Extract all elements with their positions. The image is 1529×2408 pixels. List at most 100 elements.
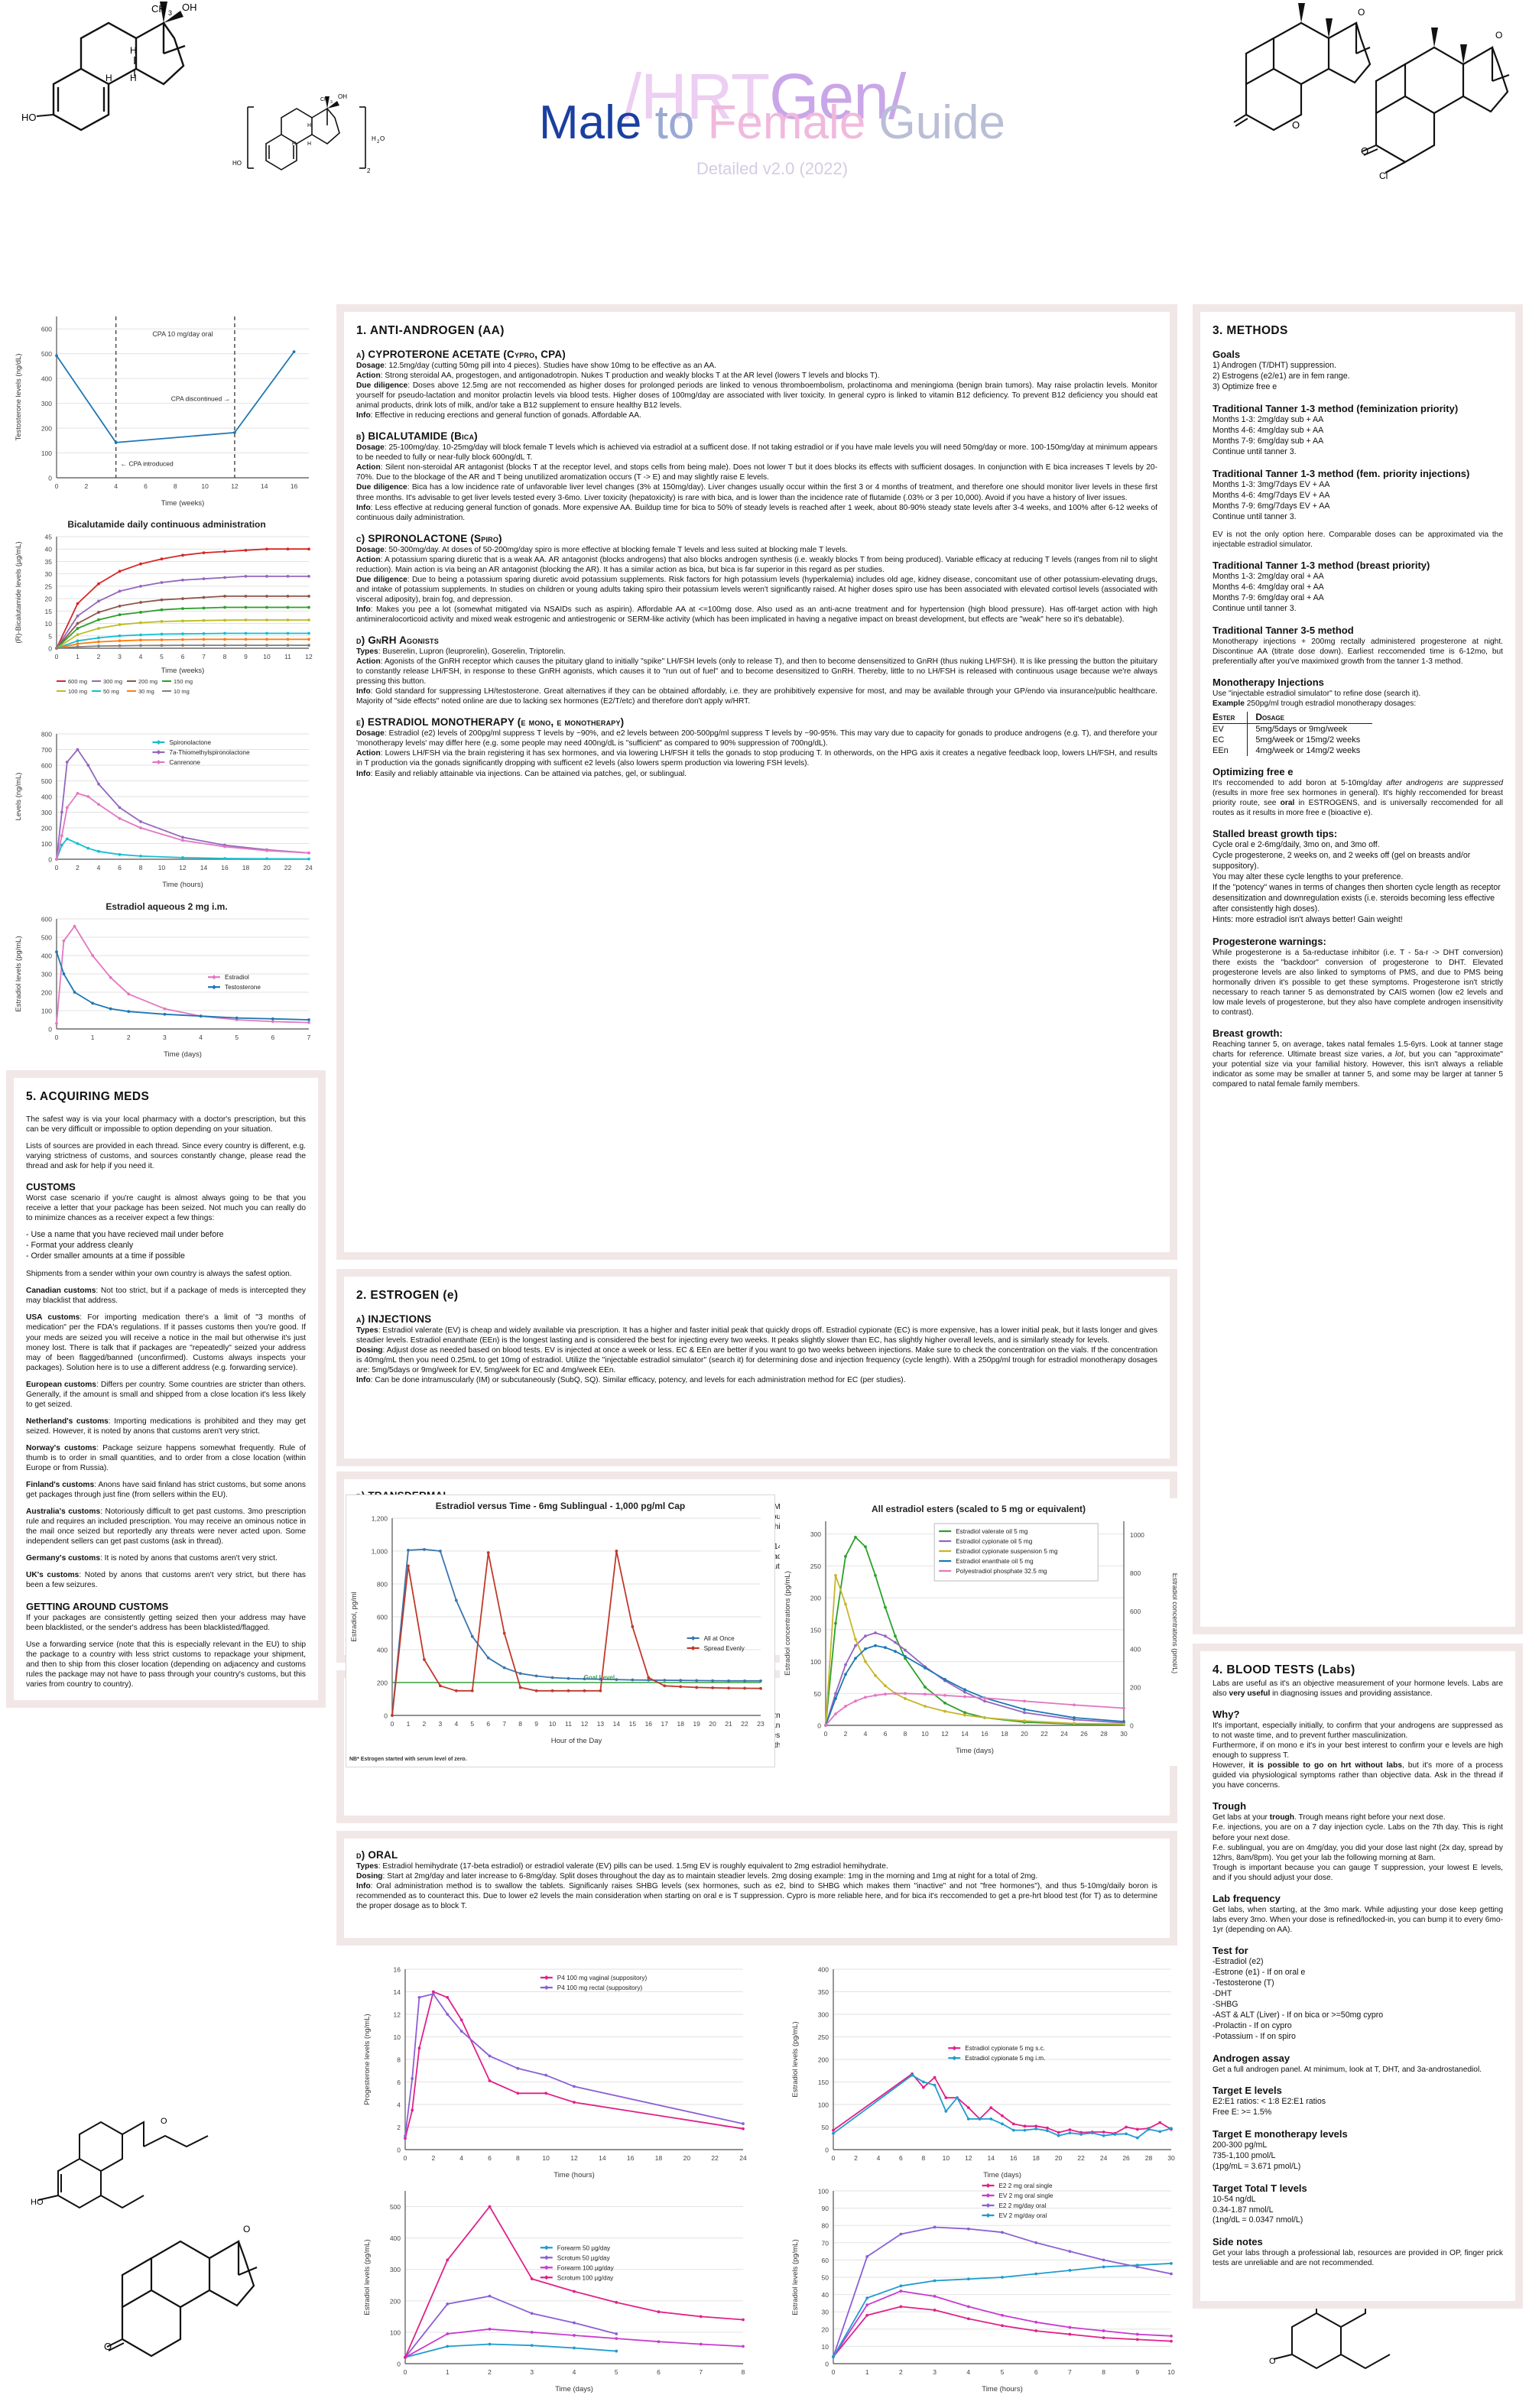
svg-text:200 mg: 200 mg xyxy=(138,678,157,685)
cell-dosage: 5mg/week or 15mg/2 weeks xyxy=(1247,734,1373,745)
label-dosage: Dosage xyxy=(356,443,385,453)
trough-1: Get labs at your trough. Trough means ri… xyxy=(1212,1812,1503,1822)
svg-text:26: 26 xyxy=(1080,1730,1088,1738)
svg-text:O: O xyxy=(380,135,385,142)
cypro-dd-text: Doses above 12.5mg are not reccomended a… xyxy=(356,381,1157,411)
svg-text:Estradiol: Estradiol xyxy=(225,974,249,981)
svg-text:800: 800 xyxy=(1130,1569,1141,1577)
svg-text:16: 16 xyxy=(627,2154,635,2162)
svg-text:Progesterone levels (ng/mL): Progesterone levels (ng/mL) xyxy=(363,2014,372,2105)
why3-part-2: , but it's more of a process guided via … xyxy=(1212,1761,1504,1790)
svg-text:← CPA introduced: ← CPA introduced xyxy=(120,459,174,467)
gnrh-info-text: Gold standard for suppressing LH/testost… xyxy=(356,687,1157,706)
svg-text:10: 10 xyxy=(394,2033,401,2041)
svg-text:200: 200 xyxy=(810,1595,821,1602)
svg-text:500: 500 xyxy=(41,777,52,785)
label-types: Types xyxy=(356,1862,378,1871)
svg-text:8: 8 xyxy=(397,2056,401,2064)
subsection-bicalutamide-title: b) BICALUTAMIDE (Bica) xyxy=(356,430,478,443)
list-item: (1pg/mL = 3.671 pmol/L) xyxy=(1212,2161,1301,2171)
country-text: : Package seizure happens somewhat frequ… xyxy=(26,1443,306,1473)
svg-text:20: 20 xyxy=(822,2325,829,2333)
svg-text:4: 4 xyxy=(397,2101,401,2109)
trough1-part-2: . Trough means right before your next do… xyxy=(1294,1813,1446,1822)
svg-text:22: 22 xyxy=(284,864,292,871)
bica-action: Action: Silent non-steroidal AR antagoni… xyxy=(356,463,1157,482)
section-estrogen-oral: d) ORAL Types: Estradiol hemihydrate (17… xyxy=(336,1831,1177,1946)
svg-text:14: 14 xyxy=(988,2154,995,2162)
svg-text:Goal Level: Goal Level xyxy=(584,1674,615,1681)
emono-info-text: Easily and reliably attainable via injec… xyxy=(375,769,687,778)
oral-dosing: Dosing: Start at 2mg/day and later incre… xyxy=(356,1872,1038,1881)
svg-text:O: O xyxy=(1358,7,1365,18)
svg-text:14: 14 xyxy=(394,1988,401,1996)
list-item: Cycle oral e 2-6mg/daily, 3mo on, and 3m… xyxy=(1212,840,1380,850)
subtitle-to: to xyxy=(641,96,708,149)
optimizing-free-e-body: It's reccomended to add boron at 5-10mg/… xyxy=(1212,778,1503,818)
spiro-info: Info: Makes you pee a lot (somewhat miti… xyxy=(356,605,1157,624)
svg-text:0: 0 xyxy=(55,653,59,660)
svg-text:9: 9 xyxy=(1135,2368,1139,2376)
list-item: - Use a name that you have recieved mail… xyxy=(26,1230,224,1240)
ester-dosage-table: Ester Dosage EV 5mg/5days or 9mg/week EC… xyxy=(1212,711,1373,756)
svg-text:5: 5 xyxy=(1001,2368,1005,2376)
svg-text:All at Once: All at Once xyxy=(704,1635,735,1642)
breast-part-italic: a lot xyxy=(1388,1050,1404,1060)
label-action: Action xyxy=(356,555,381,564)
svg-text:300: 300 xyxy=(818,2011,829,2019)
country-customs-item: USA customs: For importing medication th… xyxy=(26,1313,306,1372)
svg-text:1: 1 xyxy=(407,1720,411,1728)
svg-text:300 mg: 300 mg xyxy=(103,678,122,685)
country-name: Germany's customs xyxy=(26,1554,100,1563)
svg-text:23: 23 xyxy=(757,1720,764,1728)
svg-text:11: 11 xyxy=(284,653,291,660)
svg-text:14: 14 xyxy=(261,482,268,490)
section4-heading: 4. BLOOD TESTS (Labs) xyxy=(1212,1663,1355,1676)
svg-text:All estradiol esters (scaled t: All estradiol esters (scaled to 5 mg or … xyxy=(872,1504,1086,1514)
inj-types-text: Estradiol valerate (EV) is cheap and wid… xyxy=(356,1326,1157,1345)
svg-text:18: 18 xyxy=(655,2154,663,2162)
spiro-info-text: Makes you pee a lot (somewhat mitigated … xyxy=(356,605,1157,624)
svg-text:5: 5 xyxy=(235,1034,239,1041)
emono-action-text: Lowers LH/FSH via the brain registering … xyxy=(356,749,1157,768)
svg-text:21: 21 xyxy=(725,1720,732,1728)
list-item: Months 7-9: 6mg/7days EV + AA xyxy=(1212,501,1330,511)
emono-dosage-text: Estradiol (e2) levels of 200pg/ml suppre… xyxy=(356,729,1157,748)
emono-info: Info: Easily and reliably attainable via… xyxy=(356,769,687,778)
gnrh-info: Info: Gold standard for suppressing LH/t… xyxy=(356,687,1157,706)
target-e-list: E2:E1 ratios: < 1:8 E2:E1 ratios Free E:… xyxy=(1212,2097,1503,2118)
svg-text:13: 13 xyxy=(597,1720,605,1728)
svg-text:5: 5 xyxy=(48,632,52,640)
svg-text:15: 15 xyxy=(45,608,53,615)
svg-text:Estradiol cypionate 5 mg i.m.: Estradiol cypionate 5 mg i.m. xyxy=(965,2055,1045,2062)
svg-text:0: 0 xyxy=(48,856,52,864)
progesterone-warnings-title: Progesterone warnings: xyxy=(1212,935,1326,947)
svg-text:O: O xyxy=(243,2224,250,2234)
svg-text:Time (hours): Time (hours) xyxy=(553,2171,595,2179)
svg-text:20: 20 xyxy=(1055,2154,1063,2162)
svg-text:16: 16 xyxy=(981,1730,988,1738)
chart-progesterone-suppository: 0 2 4 6 8 10 12 14 16 0 2 4 6 8 10 12 14 16 18 20 22 24 Time (… xyxy=(359,1957,757,2190)
svg-text:7: 7 xyxy=(699,2368,703,2376)
svg-text:0: 0 xyxy=(55,482,59,490)
target-total-t-list: 10-54 ng/dL 0.34-1.87 nmol/L (1ng/dL = 0… xyxy=(1212,2195,1503,2227)
svg-text:3: 3 xyxy=(118,653,122,660)
breast-growth-body: Reaching tanner 5, on average, takes nat… xyxy=(1212,1040,1503,1089)
svg-text:16: 16 xyxy=(291,482,298,490)
svg-text:E2 2 mg oral single: E2 2 mg oral single xyxy=(998,2182,1053,2189)
subsection-emono-title: e) ESTRADIOL MONOTHERAPY (e mono, e mono… xyxy=(356,716,625,729)
svg-text:6: 6 xyxy=(884,1730,888,1738)
svg-text:2: 2 xyxy=(488,2368,492,2376)
country-text: : Importing medications is prohibited an… xyxy=(26,1417,306,1436)
country-name: Netherland's customs xyxy=(26,1417,109,1426)
svg-text:12: 12 xyxy=(394,2011,401,2019)
label-dosage: Dosage xyxy=(356,362,385,370)
title-gen: Gen/ xyxy=(769,60,906,133)
svg-text:800: 800 xyxy=(377,1581,388,1589)
method1-list: Months 1-3: 2mg/day sub + AA Months 4-6:… xyxy=(1212,415,1503,458)
oral-info-text: Oral administration method is to swallow… xyxy=(356,1882,1157,1911)
free-part-1: It's reccomended to add boron at 5-10mg/… xyxy=(1212,778,1387,787)
svg-text:300: 300 xyxy=(41,809,52,816)
emono-dosage: Dosage: Estradiol (e2) levels of 200pg/m… xyxy=(356,729,1157,748)
svg-text:20: 20 xyxy=(45,596,53,603)
